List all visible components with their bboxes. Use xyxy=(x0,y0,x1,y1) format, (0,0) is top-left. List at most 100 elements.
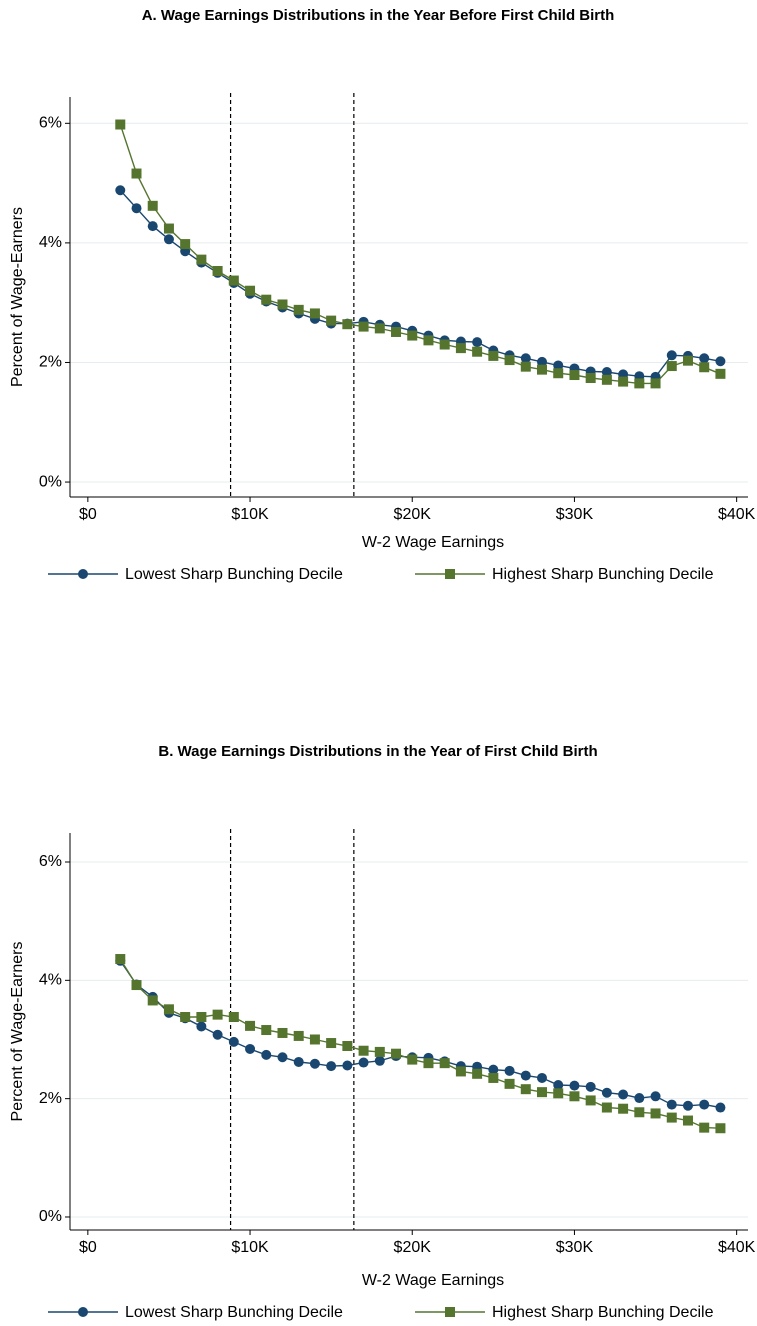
marker xyxy=(228,1012,239,1023)
marker xyxy=(520,361,531,372)
marker xyxy=(261,1049,272,1060)
marker xyxy=(196,254,207,265)
marker xyxy=(715,356,726,367)
marker xyxy=(666,1099,677,1110)
chart: A. Wage Earnings Distributions in the Ye… xyxy=(9,7,755,583)
x-tick-label: $20K xyxy=(394,506,432,523)
marker xyxy=(131,203,142,214)
marker xyxy=(715,368,726,379)
marker xyxy=(537,1087,548,1098)
marker xyxy=(277,299,288,310)
marker xyxy=(601,1087,612,1098)
marker xyxy=(196,1021,207,1032)
legend-label: Lowest Sharp Bunching Decile xyxy=(125,1304,343,1321)
marker xyxy=(342,319,353,330)
marker xyxy=(391,326,402,337)
marker xyxy=(245,1020,256,1031)
marker xyxy=(601,1102,612,1113)
marker xyxy=(115,185,126,196)
marker xyxy=(358,1045,369,1056)
marker xyxy=(650,378,661,389)
marker xyxy=(504,1065,515,1076)
series-line xyxy=(119,960,721,1109)
series-line xyxy=(119,124,721,385)
marker xyxy=(715,1123,726,1134)
marker xyxy=(666,1112,677,1123)
x-axis-label: W-2 Wage Earnings xyxy=(362,534,504,551)
marker xyxy=(196,1012,207,1023)
marker xyxy=(342,1040,353,1051)
marker xyxy=(488,350,499,361)
marker xyxy=(245,1043,256,1054)
marker xyxy=(504,355,515,366)
legend-marker xyxy=(78,569,88,579)
marker xyxy=(163,234,174,245)
x-tick-label: $20K xyxy=(394,1239,432,1256)
marker xyxy=(147,200,158,211)
marker xyxy=(455,343,466,354)
y-tick-label: 2% xyxy=(39,354,62,371)
marker xyxy=(472,1068,483,1079)
x-axis-label: W-2 Wage Earnings xyxy=(362,1272,504,1289)
marker xyxy=(682,1100,693,1111)
marker xyxy=(682,355,693,366)
marker xyxy=(699,1122,710,1133)
x-tick-label: $40K xyxy=(718,506,756,523)
marker xyxy=(180,1012,191,1023)
legend-label: Highest Sharp Bunching Decile xyxy=(492,1304,714,1321)
marker xyxy=(553,368,564,379)
series-line xyxy=(119,189,721,378)
marker xyxy=(472,346,483,357)
marker xyxy=(423,335,434,346)
marker xyxy=(682,1115,693,1126)
marker xyxy=(309,308,320,319)
y-axis-label: Percent of Wage-Earners xyxy=(9,207,26,387)
legend-marker xyxy=(78,1307,88,1317)
y-tick-label: 6% xyxy=(39,115,62,132)
marker xyxy=(569,1091,580,1102)
marker xyxy=(277,1052,288,1063)
marker xyxy=(520,353,531,364)
marker xyxy=(439,1058,450,1069)
marker xyxy=(293,1056,304,1067)
marker xyxy=(342,1060,353,1071)
marker xyxy=(666,350,677,361)
marker xyxy=(666,361,677,372)
marker xyxy=(650,1108,661,1119)
marker xyxy=(147,995,158,1006)
x-tick-label: $40K xyxy=(718,1239,756,1256)
legend-marker xyxy=(445,1307,455,1317)
y-tick-label: 6% xyxy=(39,853,62,870)
marker xyxy=(699,362,710,373)
marker xyxy=(634,378,645,389)
x-tick-label: $0 xyxy=(79,506,97,523)
marker xyxy=(488,1072,499,1083)
marker xyxy=(245,285,256,296)
y-tick-label: 2% xyxy=(39,1090,62,1107)
marker xyxy=(601,367,612,378)
y-tick-label: 4% xyxy=(39,234,62,251)
marker xyxy=(407,330,418,341)
marker xyxy=(618,1103,629,1114)
marker xyxy=(439,339,450,350)
marker xyxy=(650,1091,661,1102)
marker xyxy=(585,1095,596,1106)
chart-title: B. Wage Earnings Distributions in the Ye… xyxy=(158,743,597,760)
marker xyxy=(326,315,337,326)
marker xyxy=(358,1057,369,1068)
marker xyxy=(131,980,142,991)
x-tick-label: $30K xyxy=(556,1239,594,1256)
marker xyxy=(293,1030,304,1041)
chart-title: A. Wage Earnings Distributions in the Ye… xyxy=(142,7,615,24)
marker xyxy=(326,1061,337,1072)
marker xyxy=(228,275,239,286)
marker xyxy=(374,1055,385,1066)
marker xyxy=(374,323,385,334)
marker xyxy=(634,1107,645,1118)
marker xyxy=(455,1066,466,1077)
marker xyxy=(309,1034,320,1045)
marker xyxy=(715,1102,726,1113)
marker xyxy=(472,337,483,348)
marker xyxy=(163,1004,174,1015)
chart: B. Wage Earnings Distributions in the Ye… xyxy=(9,743,755,1321)
